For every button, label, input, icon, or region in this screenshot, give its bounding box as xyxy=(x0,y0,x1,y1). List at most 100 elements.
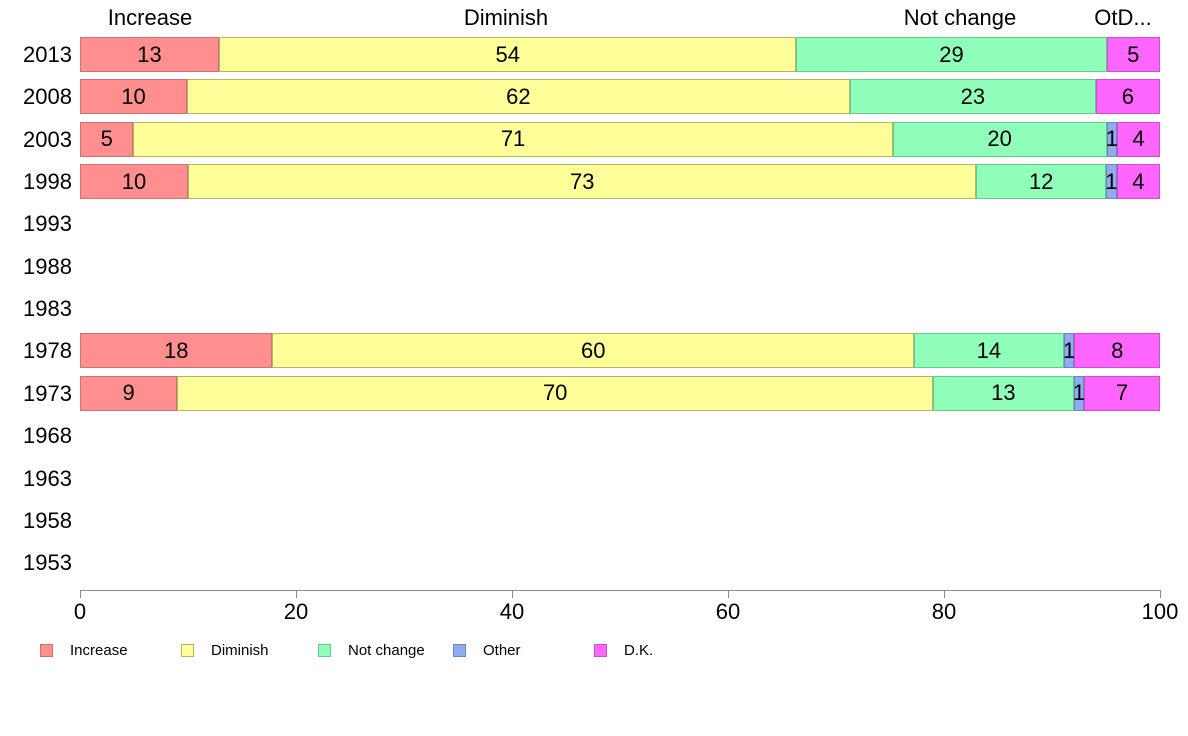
legend-item-diminish: Diminish xyxy=(181,642,269,659)
segment-value-label: 13 xyxy=(137,41,162,67)
segment-value-label: 1 xyxy=(1072,380,1086,406)
year-label-2013: 2013 xyxy=(23,42,72,67)
segment-value-label: 1 xyxy=(1062,337,1076,363)
segment-value-label: 6 xyxy=(1121,83,1135,109)
legend-label: Not change xyxy=(348,642,425,659)
column-header-not-change: Not change xyxy=(903,5,1017,30)
column-header-increase: Increase xyxy=(107,5,193,30)
segment-value-label: 1 xyxy=(1105,126,1118,152)
x-axis-tick xyxy=(944,591,945,598)
segment-increase: 10 xyxy=(80,164,188,200)
legend-item-increase: Increase xyxy=(40,642,128,659)
segment-increase: 9 xyxy=(80,375,178,411)
legend-item-other: Other xyxy=(453,642,521,659)
segment-d-k: 7 xyxy=(1084,375,1160,411)
segment-d-k: 4 xyxy=(1117,121,1160,157)
segment-not-change: 20 xyxy=(892,121,1107,157)
segment-d-k: 5 xyxy=(1106,37,1160,72)
bar-1978: 18 60 14 1 8 xyxy=(80,333,1160,369)
legend-item-not-change: Not change xyxy=(318,642,425,659)
segment-value-label: 29 xyxy=(939,41,964,67)
segment-value-label: 5 xyxy=(100,126,113,152)
segment-value-label: 4 xyxy=(1132,126,1145,152)
segment-diminish: 54 xyxy=(219,37,797,72)
segment-increase: 13 xyxy=(80,37,219,72)
segment-diminish: 60 xyxy=(272,333,915,369)
legend-swatch-d-k xyxy=(594,644,607,657)
segment-value-label: 23 xyxy=(960,83,986,109)
segment-diminish: 70 xyxy=(177,375,934,411)
x-axis-tick xyxy=(296,591,297,598)
x-axis-tick-label: 60 xyxy=(715,599,741,624)
column-header-otd: OtD... xyxy=(1094,5,1152,30)
bar-2003: 5 71 20 1 4 xyxy=(80,121,1160,157)
legend-label: Increase xyxy=(70,642,128,659)
year-label-1998: 1998 xyxy=(23,169,72,195)
year-label-1963: 1963 xyxy=(23,465,72,491)
segment-d-k: 6 xyxy=(1095,79,1160,115)
segment-diminish: 62 xyxy=(186,79,850,115)
year-label-1973: 1973 xyxy=(23,380,72,406)
x-axis-tick-label: 0 xyxy=(73,599,87,624)
segment-increase: 10 xyxy=(80,79,187,115)
segment-value-label: 60 xyxy=(581,337,606,363)
segment-value-label: 71 xyxy=(500,126,526,152)
segment-not-change: 12 xyxy=(976,164,1106,200)
x-axis-tick xyxy=(80,591,81,598)
segment-value-label: 1 xyxy=(1105,168,1118,194)
segment-other: 1 xyxy=(1072,375,1086,411)
segment-other: 1 xyxy=(1062,333,1076,369)
legend-label: Diminish xyxy=(211,642,269,659)
segment-value-label: 73 xyxy=(569,168,595,194)
segment-value-label: 54 xyxy=(495,41,520,67)
bar-1998: 10 73 12 1 4 xyxy=(80,164,1160,200)
column-header-diminish: Diminish xyxy=(463,5,549,30)
legend-label: D.K. xyxy=(624,642,654,659)
segment-other: 1 xyxy=(1105,164,1118,200)
legend-item-d-k: D.K. xyxy=(594,642,653,659)
x-axis-tick-label: 80 xyxy=(931,599,957,624)
segment-value-label: 12 xyxy=(1028,168,1054,194)
legend-swatch-not-change xyxy=(318,644,331,657)
segment-value-label: 10 xyxy=(121,168,147,194)
year-label-1968: 1968 xyxy=(23,423,72,449)
segment-value-label: 18 xyxy=(163,337,189,363)
segment-not-change: 13 xyxy=(933,375,1074,411)
segment-d-k: 4 xyxy=(1116,164,1160,200)
legend-label: Other xyxy=(483,642,521,659)
segment-increase: 18 xyxy=(80,333,273,369)
x-axis-tick-label: 40 xyxy=(499,599,525,624)
segment-value-label: 4 xyxy=(1132,168,1145,194)
segment-value-label: 62 xyxy=(506,83,531,109)
segment-diminish: 73 xyxy=(188,164,977,200)
segment-value-label: 14 xyxy=(976,337,1002,363)
segment-d-k: 8 xyxy=(1074,333,1160,369)
segment-value-label: 13 xyxy=(991,380,1016,406)
segment-not-change: 29 xyxy=(796,37,1107,72)
year-label-1988: 1988 xyxy=(23,253,72,279)
segment-value-label: 20 xyxy=(987,126,1012,152)
x-axis-tick xyxy=(512,591,513,598)
legend-swatch-diminish xyxy=(181,644,194,657)
year-label-1978: 1978 xyxy=(23,338,72,364)
segment-value-label: 8 xyxy=(1111,337,1124,363)
bar-2013: 13 54 29 5 xyxy=(80,37,1160,72)
segment-value-label: 5 xyxy=(1127,41,1140,67)
year-label-1983: 1983 xyxy=(23,296,72,322)
segment-not-change: 23 xyxy=(849,79,1096,115)
segment-value-label: 9 xyxy=(122,380,135,406)
year-label-1958: 1958 xyxy=(23,507,72,533)
x-axis-tick-label: 100 xyxy=(1141,599,1179,624)
segment-value-label: 10 xyxy=(121,83,146,109)
segment-increase: 5 xyxy=(80,121,134,157)
x-axis-tick-label: 20 xyxy=(283,599,309,624)
legend-swatch-other xyxy=(453,644,466,657)
bar-2008: 10 62 23 6 xyxy=(80,79,1160,115)
year-label-2008: 2008 xyxy=(23,84,72,110)
bar-1973: 9 70 13 1 7 xyxy=(80,375,1160,411)
segment-not-change: 14 xyxy=(914,333,1064,369)
legend-swatch-increase xyxy=(40,644,53,657)
segment-value-label: 70 xyxy=(542,380,568,406)
x-axis-tick xyxy=(1160,591,1161,598)
